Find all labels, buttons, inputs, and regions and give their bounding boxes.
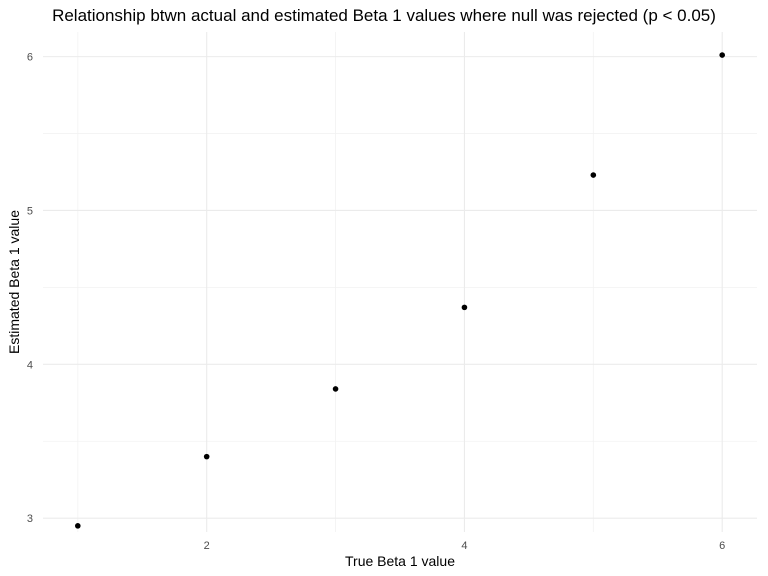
x-axis-label: True Beta 1 value — [345, 553, 455, 569]
y-axis-ticks: 3 4 5 6 — [27, 52, 33, 526]
x-tick-label: 2 — [204, 540, 210, 552]
y-tick-label: 4 — [27, 359, 33, 371]
data-point — [74, 523, 81, 529]
y-tick-label: 5 — [27, 205, 33, 217]
data-point — [461, 304, 468, 311]
data-points — [74, 52, 726, 529]
y-tick-label: 3 — [27, 513, 33, 525]
chart-title: Relationship btwn actual and estimated B… — [52, 6, 716, 25]
x-axis-ticks: 2 4 6 — [204, 540, 726, 552]
x-tick-label: 4 — [461, 540, 467, 552]
data-point — [332, 386, 339, 392]
y-tick-label: 6 — [27, 52, 33, 64]
grid — [43, 32, 757, 532]
y-axis-label: Estimated Beta 1 value — [6, 210, 22, 354]
data-point — [590, 172, 597, 178]
data-point — [203, 453, 210, 460]
data-point — [719, 52, 726, 58]
x-tick-label: 6 — [719, 540, 725, 552]
